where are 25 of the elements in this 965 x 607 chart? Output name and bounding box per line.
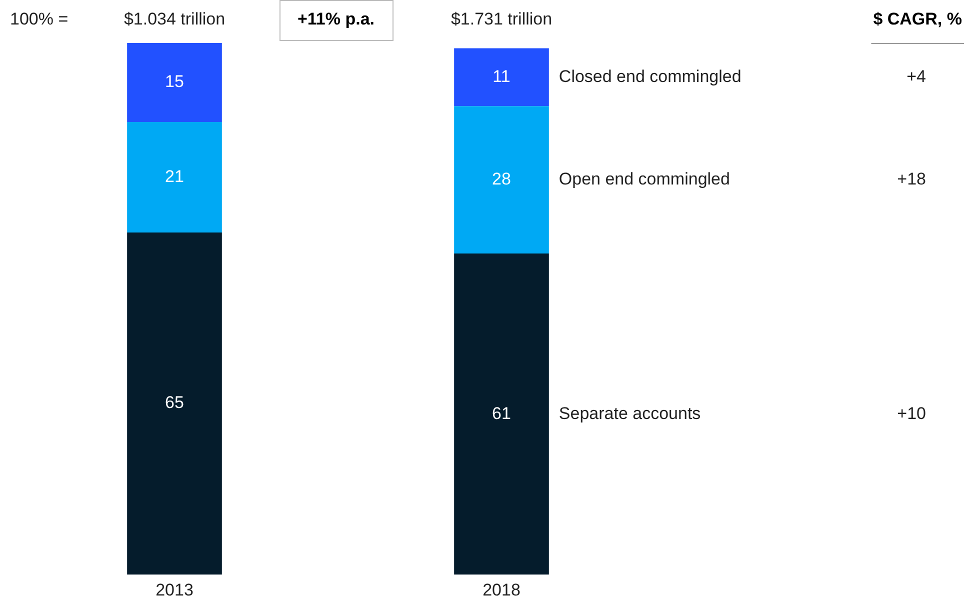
bar <box>454 254 549 575</box>
data-label: 11 <box>492 66 510 86</box>
data-label: 21 <box>165 166 184 186</box>
bar <box>127 43 222 122</box>
data-label: 15 <box>165 72 184 92</box>
series-label: Closed end commingled <box>558 66 742 86</box>
data-label: 28 <box>492 170 511 189</box>
bar <box>454 106 549 254</box>
text: $1.034 trillion <box>124 10 226 29</box>
data-label: 65 <box>165 393 184 412</box>
bar <box>454 48 549 106</box>
text: $1.731 trillion <box>450 10 552 29</box>
bar <box>127 232 222 575</box>
text: +18 <box>897 170 926 189</box>
x-tick-label: 2018 <box>482 580 520 600</box>
data-label: 61 <box>492 404 511 423</box>
text: 100% = <box>10 10 68 29</box>
series-label: Open end commingled <box>558 170 730 189</box>
text: +4 <box>906 66 926 86</box>
text: +10 <box>897 404 926 423</box>
x-tick-label: 2013 <box>156 580 194 600</box>
series-label: Separate accounts <box>558 404 701 423</box>
text: +11% p.a. <box>297 10 375 29</box>
bar <box>127 122 222 232</box>
text: $ CAGR, % <box>873 10 962 29</box>
